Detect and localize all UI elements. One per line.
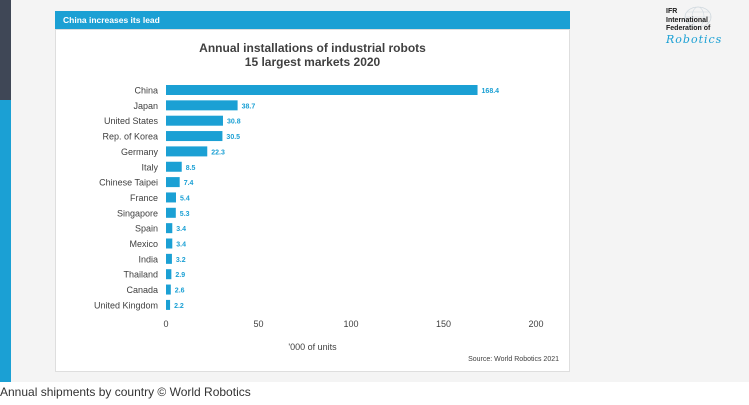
value-label-singapore: 5.3	[180, 211, 190, 218]
logo-wordmark: Robotics	[666, 32, 723, 46]
bar-chart: China 168.4 Japan 38.7 United States 30.8 Rep.…	[94, 85, 544, 329]
category-label-japan: Japan	[133, 101, 158, 111]
value-label-japan: 38.7	[242, 103, 256, 110]
slide-banner: China increases its lead	[55, 11, 570, 29]
x-axis-label: '000 of units	[288, 342, 337, 352]
category-label-chinese-taipei: Chinese Taipei	[99, 178, 158, 188]
chart-subtitle: 15 largest markets 2020	[244, 55, 381, 69]
value-label-canada: 2.6	[175, 288, 185, 295]
bar-thailand	[166, 269, 172, 280]
chart-panel: Annual installations of industrial robot…	[55, 29, 570, 372]
category-label-united-kingdom: United Kingdom	[94, 300, 158, 310]
value-label-france: 5.4	[180, 195, 190, 202]
value-label-spain: 3.4	[176, 226, 186, 233]
category-label-germany: Germany	[121, 147, 159, 157]
category-label-china: China	[134, 86, 158, 96]
bar-united-states	[166, 115, 223, 126]
category-label-india: India	[138, 254, 158, 264]
category-label-france: France	[130, 193, 158, 203]
category-label-italy: Italy	[141, 162, 158, 172]
bar-chinese-taipei	[166, 177, 180, 188]
value-label-united-kingdom: 2.2	[174, 303, 184, 310]
logo-line-1: IFR	[666, 8, 678, 15]
value-label-united-states: 30.8	[227, 119, 241, 126]
side-strip-dark	[0, 0, 11, 100]
value-label-china: 168.4	[482, 88, 500, 95]
value-label-mexico: 3.4	[176, 242, 186, 249]
bar-spain	[166, 223, 173, 234]
image-caption: Annual shipments by country © World Robo…	[0, 385, 251, 399]
category-label-spain: Spain	[135, 224, 158, 234]
value-label-chinese-taipei: 7.4	[184, 180, 194, 187]
category-label-rep-of-korea: Rep. of Korea	[102, 132, 158, 142]
logo-line-3: Federation of	[666, 25, 711, 32]
x-tick-label-200: 200	[528, 319, 543, 329]
x-tick-label-0: 0	[163, 319, 168, 329]
x-tick-label-150: 150	[436, 319, 451, 329]
source-note: Source: World Robotics 2021	[468, 356, 559, 363]
bar-united-kingdom	[166, 299, 171, 310]
bar-mexico	[166, 238, 173, 249]
category-label-thailand: Thailand	[123, 270, 158, 280]
bar-china	[166, 85, 478, 95]
logo-line-2: International	[666, 16, 709, 24]
bar-germany	[166, 146, 208, 157]
category-label-united-states: United States	[104, 116, 159, 126]
x-tick-label-50: 50	[253, 319, 263, 329]
slide-background: China increases its lead Annual installa…	[0, 0, 749, 382]
side-strip-blue	[0, 100, 11, 382]
bar-italy	[166, 161, 182, 172]
x-tick-label-100: 100	[343, 319, 358, 329]
category-label-singapore: Singapore	[117, 208, 158, 218]
bar-japan	[166, 100, 238, 111]
globe-icon	[684, 6, 712, 28]
bar-rep-of-korea	[166, 131, 223, 142]
value-label-rep-of-korea: 30.5	[226, 134, 240, 141]
value-label-india: 3.2	[176, 257, 186, 264]
category-label-canada: Canada	[126, 285, 158, 295]
bar-singapore	[166, 207, 176, 218]
ifr-logo: IFR International Federation of Robotics	[666, 6, 736, 60]
value-label-thailand: 2.9	[175, 272, 185, 279]
category-label-mexico: Mexico	[129, 239, 158, 249]
chart-title: Annual installations of industrial robot…	[199, 41, 426, 55]
value-label-italy: 8.5	[186, 165, 196, 172]
value-label-germany: 22.3	[211, 149, 225, 156]
bar-canada	[166, 284, 171, 295]
bar-india	[166, 253, 172, 264]
bar-france	[166, 192, 176, 203]
